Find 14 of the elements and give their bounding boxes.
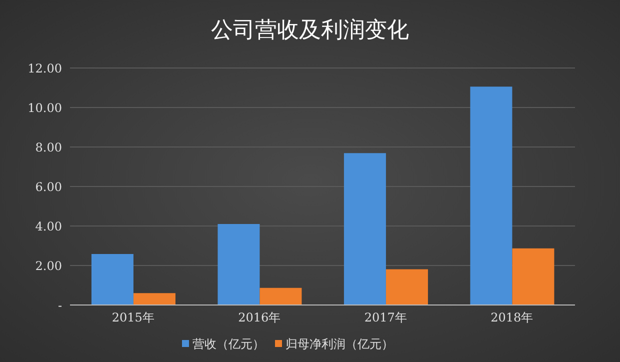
x-tick-label: 2015年	[112, 310, 154, 325]
x-tick-label: 2018年	[490, 310, 534, 325]
y-tick-label: 6.00	[35, 180, 62, 194]
x-tick-label: 2017年	[364, 310, 407, 325]
y-tick-label: -	[58, 298, 62, 312]
legend-label: 归母净利润（亿元）	[286, 337, 394, 351]
y-tick-label: 12.00	[28, 61, 62, 76]
y-tick-label: 4.00	[35, 219, 62, 234]
y-tick-label: 10.00	[28, 100, 62, 115]
chart-title: 公司营收及利润变化	[210, 17, 410, 45]
y-tick-label: 8.00	[35, 140, 62, 154]
legend-label: 营收（亿元）	[192, 337, 264, 351]
x-tick-label: 2016年	[238, 310, 281, 325]
y-tick-label: 2.00	[35, 258, 62, 273]
